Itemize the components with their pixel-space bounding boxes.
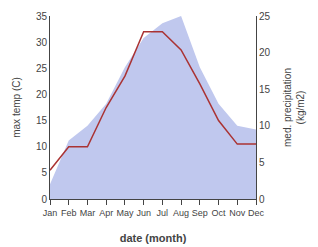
svg-text:Dec: Dec — [248, 208, 265, 218]
svg-text:25: 25 — [36, 63, 48, 74]
svg-text:date (month): date (month) — [120, 232, 187, 244]
svg-text:Mar: Mar — [80, 208, 96, 218]
svg-text:med. precipitation(kg/m2): med. precipitation(kg/m2) — [282, 68, 306, 147]
svg-text:10: 10 — [259, 120, 271, 131]
svg-text:5: 5 — [259, 157, 265, 168]
svg-text:Sep: Sep — [192, 208, 208, 218]
svg-text:Aug: Aug — [173, 208, 189, 218]
svg-text:Apr: Apr — [99, 208, 113, 218]
svg-text:Jun: Jun — [136, 208, 151, 218]
svg-text:25: 25 — [259, 11, 271, 22]
svg-text:15: 15 — [36, 115, 48, 126]
svg-text:Oct: Oct — [212, 208, 227, 218]
svg-text:Jan: Jan — [43, 208, 58, 218]
svg-text:35: 35 — [36, 11, 48, 22]
svg-text:0: 0 — [41, 194, 47, 205]
svg-text:Nov: Nov — [229, 208, 246, 218]
svg-text:Feb: Feb — [61, 208, 77, 218]
svg-text:max temp (C): max temp (C) — [11, 77, 22, 138]
svg-text:20: 20 — [259, 47, 271, 58]
svg-text:10: 10 — [36, 141, 48, 152]
svg-text:15: 15 — [259, 84, 271, 95]
svg-text:20: 20 — [36, 89, 48, 100]
svg-text:Jul: Jul — [157, 208, 169, 218]
svg-text:5: 5 — [41, 167, 47, 178]
svg-text:May: May — [116, 208, 134, 218]
svg-text:0: 0 — [259, 194, 265, 205]
svg-text:30: 30 — [36, 37, 48, 48]
